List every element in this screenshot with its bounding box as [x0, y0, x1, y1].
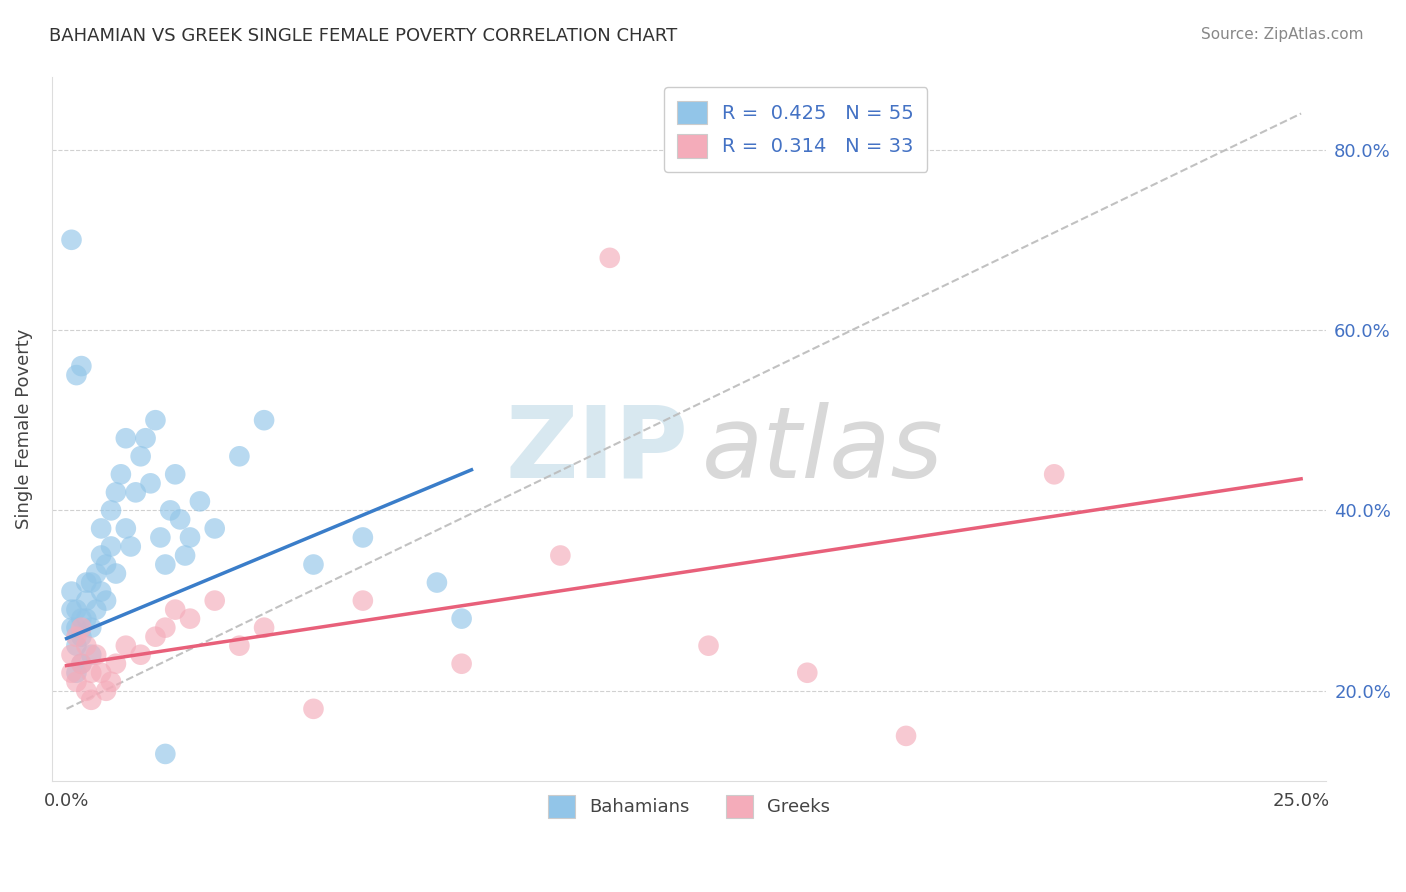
Point [65, 674, 87, 689]
Point [80, 648, 103, 662]
Legend: Bahamians, Greeks: Bahamians, Greeks [540, 789, 837, 825]
Text: Source: ZipAtlas.com: Source: ZipAtlas.com [1201, 27, 1364, 42]
Point [450, 612, 472, 626]
Point [84, 566, 107, 581]
Point [100, 674, 122, 689]
Point [129, 648, 152, 662]
Point [352, 593, 374, 607]
Point [114, 639, 136, 653]
Point [75, 593, 97, 607]
Y-axis label: Single Female Poverty: Single Female Poverty [15, 329, 32, 530]
Point [179, 531, 201, 545]
Point [84, 648, 107, 662]
Point [70, 657, 93, 671]
Point [94, 593, 117, 607]
Point [599, 251, 621, 265]
Text: BAHAMIAN VS GREEK SINGLE FEMALE POVERTY CORRELATION CHART: BAHAMIAN VS GREEK SINGLE FEMALE POVERTY … [49, 27, 678, 45]
Point [159, 503, 181, 517]
Point [60, 233, 83, 247]
Point [90, 665, 112, 680]
Point [165, 467, 187, 482]
Point [188, 494, 211, 508]
Point [70, 359, 93, 373]
Point [179, 612, 201, 626]
Point [80, 621, 103, 635]
Point [135, 431, 157, 445]
Point [80, 665, 103, 680]
Point [155, 558, 177, 572]
Point [145, 413, 167, 427]
Point [65, 665, 87, 680]
Point [352, 531, 374, 545]
Point [70, 657, 93, 671]
Point [139, 476, 162, 491]
Point [70, 621, 93, 635]
Point [174, 549, 197, 563]
Point [228, 450, 250, 464]
Point [149, 531, 172, 545]
Point [65, 368, 87, 383]
Point [84, 602, 107, 616]
Text: ZIP: ZIP [506, 401, 689, 499]
Point [253, 413, 276, 427]
Point [697, 639, 720, 653]
Point [165, 602, 187, 616]
Point [253, 621, 276, 635]
Point [60, 621, 83, 635]
Point [302, 558, 325, 572]
Point [100, 540, 122, 554]
Point [155, 621, 177, 635]
Point [75, 575, 97, 590]
Point [129, 450, 152, 464]
Point [60, 648, 83, 662]
Point [169, 512, 191, 526]
Point [104, 485, 127, 500]
Point [60, 584, 83, 599]
Point [65, 639, 87, 653]
Point [550, 549, 572, 563]
Point [120, 540, 142, 554]
Point [90, 521, 112, 535]
Point [94, 558, 117, 572]
Text: atlas: atlas [702, 401, 943, 499]
Point [75, 639, 97, 653]
Point [204, 593, 226, 607]
Point [70, 612, 93, 626]
Point [125, 485, 148, 500]
Point [155, 747, 177, 761]
Point [894, 729, 917, 743]
Point [60, 602, 83, 616]
Point [114, 431, 136, 445]
Point [75, 612, 97, 626]
Point [104, 657, 127, 671]
Point [90, 549, 112, 563]
Point [426, 575, 449, 590]
Point [65, 630, 87, 644]
Point [94, 683, 117, 698]
Point [100, 503, 122, 517]
Point [228, 639, 250, 653]
Point [90, 584, 112, 599]
Point [65, 602, 87, 616]
Point [204, 521, 226, 535]
Point [80, 575, 103, 590]
Point [1043, 467, 1066, 482]
Point [65, 621, 87, 635]
Point [145, 630, 167, 644]
Point [60, 665, 83, 680]
Point [70, 630, 93, 644]
Point [796, 665, 818, 680]
Point [302, 702, 325, 716]
Point [114, 521, 136, 535]
Point [104, 566, 127, 581]
Point [75, 683, 97, 698]
Point [450, 657, 472, 671]
Point [110, 467, 132, 482]
Point [80, 693, 103, 707]
